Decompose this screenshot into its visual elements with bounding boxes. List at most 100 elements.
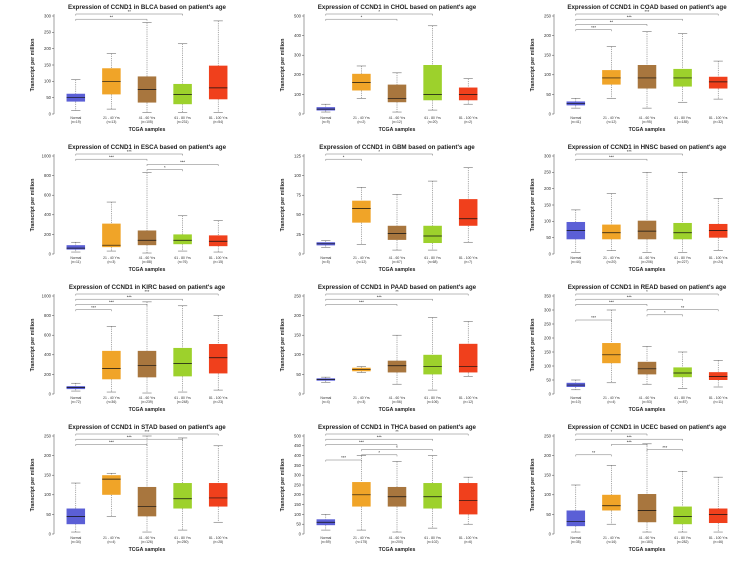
significance-label: ***	[91, 305, 96, 310]
category-label: 61 - 80 Yrs	[674, 116, 691, 120]
y-tick-label: 150	[544, 53, 552, 58]
y-tick-label: 150	[294, 333, 302, 338]
significance-bracket: *	[325, 14, 398, 21]
y-tick-label: 1000	[42, 153, 52, 158]
category-label: 61 - 80 Yrs	[674, 256, 691, 260]
category-label: 21 - 40 Yrs	[103, 396, 120, 400]
box-4	[708, 508, 728, 524]
sample-count: (n=175)	[356, 540, 368, 544]
y-tick-label: 500	[294, 433, 302, 438]
y-tick-label: 200	[544, 186, 552, 191]
y-tick-label: 600	[44, 193, 52, 198]
y-tick-label: 100	[544, 219, 552, 224]
sample-count: (n=183)	[641, 540, 653, 544]
significance-bracket: *	[325, 9, 433, 16]
boxplot-panel: Expression of CCND1 in HNSC based on pat…	[500, 140, 750, 280]
y-tick-label: 50	[546, 512, 551, 517]
category-label: 21 - 40 Yrs	[353, 536, 370, 540]
sample-count: (n=11)	[713, 400, 723, 404]
sample-count: (n=4)	[322, 400, 330, 404]
box-2	[637, 220, 657, 240]
category-label: 41 - 60 Yrs	[139, 116, 156, 120]
sample-count: (n=53)	[642, 400, 652, 404]
box-1	[602, 224, 621, 240]
sample-count: (n=46)	[713, 540, 723, 544]
category-label: 61 - 80 Yrs	[674, 396, 691, 400]
y-tick-label: 250	[44, 30, 52, 35]
chart-title: Expression of CCND1 in CHOL based on pat…	[318, 4, 477, 11]
significance-bracket: ***	[75, 300, 148, 306]
box-1	[102, 223, 121, 248]
boxplot-svg: Expression of CCND1 in KIRC based on pat…	[30, 284, 228, 413]
significance-label: **	[610, 20, 614, 25]
y-tick-label: 250	[544, 170, 552, 175]
y-tick-label: 300	[544, 307, 552, 312]
sample-count: (n=2)	[464, 120, 472, 124]
significance-bracket: *	[361, 445, 433, 452]
significance-bracket: **	[646, 305, 719, 312]
category-label: 21 - 40 Yrs	[603, 116, 620, 120]
sample-count: (n=231)	[177, 120, 189, 124]
significance-bracket: ***	[575, 149, 683, 156]
significance-label: ***	[109, 440, 114, 445]
y-tick-label: 50	[296, 212, 301, 217]
significance-label: *	[343, 154, 345, 159]
y-tick-label: 75	[296, 193, 301, 198]
box-3	[173, 347, 192, 377]
y-tick-label: 500	[294, 13, 302, 18]
boxplot-panel: Expression of CCND1 in KIRC based on pat…	[0, 280, 250, 420]
y-tick-label: 100	[544, 492, 552, 497]
boxplot-svg: Expression of CCND1 in HNSC based on pat…	[530, 144, 728, 273]
significance-bracket: *	[575, 289, 719, 296]
significance-label: ***	[180, 160, 185, 165]
box-1	[352, 482, 371, 507]
sample-count: (n=95)	[642, 120, 652, 124]
significance-bracket: ***	[575, 154, 648, 161]
significance-bracket: ***	[75, 294, 183, 301]
y-tick-label: 100	[294, 173, 302, 178]
y-tick-label: 150	[544, 349, 552, 354]
significance-bracket: ***	[325, 440, 398, 446]
significance-label: ***	[377, 434, 382, 439]
significance-label: ***	[609, 300, 614, 305]
box-2	[637, 65, 657, 89]
y-axis-label: Transcript per million	[530, 39, 536, 92]
box-4	[458, 343, 478, 373]
chart-title: Expression of CCND1 in UCEC based on pat…	[568, 424, 727, 431]
y-tick-label: 150	[44, 473, 52, 478]
significance-bracket: ***	[646, 445, 683, 452]
significance-label: **	[395, 289, 399, 294]
y-axis-label: Transcript per million	[280, 319, 286, 372]
sample-count: (n=88)	[142, 260, 152, 264]
box-1	[352, 73, 371, 91]
significance-bracket: **	[575, 20, 648, 26]
box-3	[423, 225, 442, 244]
y-tick-label: 50	[296, 372, 301, 377]
boxplot-svg: Expression of CCND1 in PAAD based on pat…	[280, 284, 478, 413]
box-1	[102, 475, 121, 495]
boxplot-panel: Expression of CCND1 in UCEC based on pat…	[500, 420, 750, 560]
box-4	[208, 483, 228, 507]
y-axis-label: Transcript per million	[30, 459, 36, 512]
boxplot-svg: Expression of CCND1 in CHOL based on pat…	[280, 4, 478, 133]
x-axis-label: TCGA samples	[629, 407, 666, 413]
significance-bracket: ***	[575, 294, 683, 301]
category-label: Normal	[320, 256, 331, 260]
significance-label: ***	[127, 149, 132, 154]
boxplot-panel: Expression of CCND1 in STAD based on pat…	[0, 420, 250, 560]
boxplot-svg: Expression of CCND1 in STAD based on pat…	[30, 424, 228, 553]
sample-count: (n=44)	[571, 260, 581, 264]
significance-bracket: ***	[325, 434, 433, 441]
category-label: 41 - 60 Yrs	[139, 396, 156, 400]
y-tick-label: 125	[294, 153, 302, 158]
y-tick-label: 150	[44, 62, 52, 67]
category-label: 21 - 40 Yrs	[603, 396, 620, 400]
significance-bracket: ***	[575, 9, 719, 16]
sample-count: (n=56)	[392, 400, 402, 404]
chart-title: Expression of CCND1 in STAD based on pat…	[68, 424, 226, 431]
sample-count: (n=35)	[571, 540, 581, 544]
x-axis-label: TCGA samples	[629, 267, 666, 273]
significance-label: ***	[109, 300, 114, 305]
box-4	[208, 344, 228, 374]
